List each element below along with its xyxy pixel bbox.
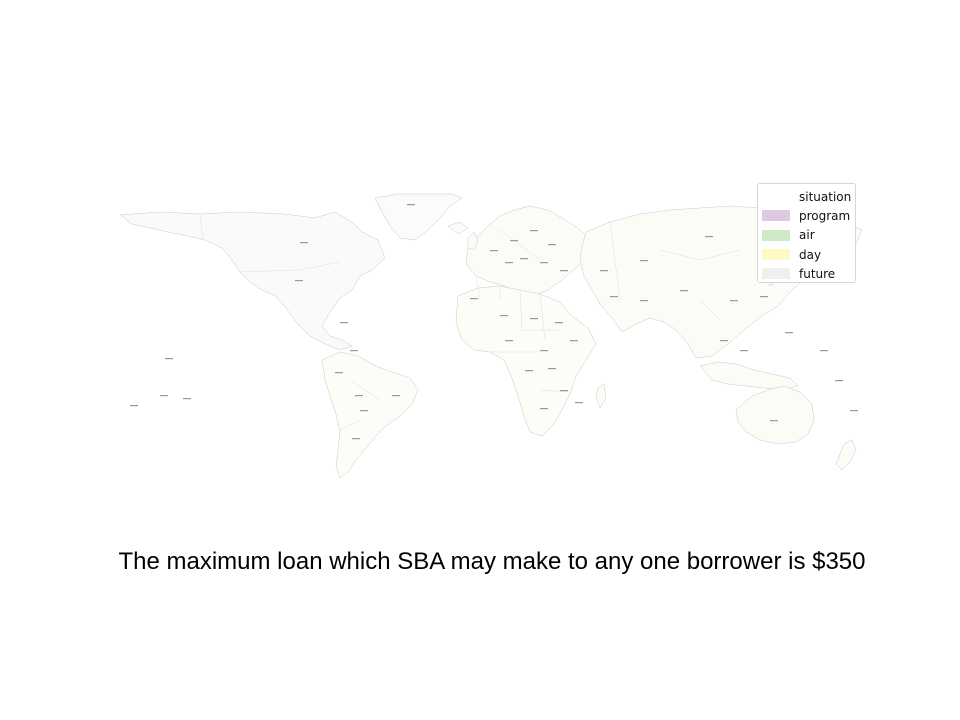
legend-label-situation: situation xyxy=(799,189,852,204)
australia-landmass xyxy=(735,385,815,445)
country-label-mark xyxy=(300,242,308,244)
country-labels xyxy=(130,204,858,440)
legend-label-air: air xyxy=(799,228,815,243)
country-label-mark xyxy=(470,298,478,300)
country-label-mark xyxy=(640,260,648,262)
country-label-mark xyxy=(530,230,538,232)
legend-swatch-future xyxy=(762,268,790,280)
country-border xyxy=(475,275,481,301)
country-border xyxy=(349,379,381,401)
country-label-mark xyxy=(500,315,508,317)
uk-landmass xyxy=(467,231,479,251)
country-label-mark xyxy=(350,350,358,352)
country-label-mark xyxy=(360,410,368,412)
country-label-mark xyxy=(530,318,538,320)
country-border xyxy=(659,249,741,261)
country-label-mark xyxy=(785,332,793,334)
legend-label-day: day xyxy=(799,247,822,262)
africa-landmass xyxy=(455,285,597,437)
country-label-mark xyxy=(407,204,415,206)
country-label-mark xyxy=(548,244,556,246)
country-label-mark xyxy=(540,262,548,264)
country-label-mark xyxy=(392,395,400,397)
country-border xyxy=(519,289,560,331)
country-label-mark xyxy=(610,296,618,298)
legend-entry-air: air xyxy=(762,226,851,245)
country-label-mark xyxy=(548,368,556,370)
country-border xyxy=(199,213,204,241)
legend-swatch-program xyxy=(762,210,790,222)
country-label-mark xyxy=(355,395,363,397)
legend-label-future: future xyxy=(799,266,836,281)
country-border xyxy=(699,299,721,321)
country-label-mark xyxy=(540,350,548,352)
legend-entry-program: program xyxy=(762,206,851,225)
country-label-mark xyxy=(165,358,173,360)
south-america-landmass xyxy=(321,351,419,479)
country-label-mark xyxy=(560,270,568,272)
country-label-mark xyxy=(560,390,568,392)
country-label-mark xyxy=(820,350,828,352)
country-border xyxy=(539,389,571,393)
legend-swatch-day xyxy=(762,249,790,261)
legend-swatch-situation xyxy=(762,191,790,203)
country-label-mark xyxy=(730,300,738,302)
map-legend: situation program air day future xyxy=(757,183,856,283)
country-label-mark xyxy=(835,380,843,382)
legend-swatch-air xyxy=(762,229,790,241)
north-america-landmass xyxy=(119,211,386,351)
country-border xyxy=(609,221,621,301)
country-label-mark xyxy=(760,296,768,298)
country-label-mark xyxy=(720,340,728,342)
country-label-mark xyxy=(770,420,778,422)
country-label-mark xyxy=(520,258,528,260)
iceland-landmass xyxy=(447,221,469,235)
country-label-mark xyxy=(540,408,548,410)
country-label-mark xyxy=(510,240,518,242)
country-border xyxy=(539,293,546,341)
country-label-mark xyxy=(490,250,498,252)
country-label-mark xyxy=(575,402,583,404)
country-label-mark xyxy=(740,350,748,352)
country-label-mark xyxy=(352,438,360,440)
legend-entry-future: future xyxy=(762,264,851,283)
country-label-mark xyxy=(130,405,138,407)
new-zealand-landmass xyxy=(835,439,857,471)
country-label-mark xyxy=(555,322,563,324)
country-label-mark xyxy=(340,322,348,324)
country-border xyxy=(239,261,341,273)
country-label-mark xyxy=(505,340,513,342)
country-label-mark xyxy=(570,340,578,342)
indonesia-landmass xyxy=(699,361,799,391)
madagascar-landmass xyxy=(595,383,607,409)
country-label-mark xyxy=(705,236,713,238)
country-border xyxy=(499,229,541,261)
country-label-mark xyxy=(335,372,343,374)
legend-label-program: program xyxy=(799,208,851,223)
country-label-mark xyxy=(640,300,648,302)
country-label-mark xyxy=(680,290,688,292)
landmasses xyxy=(119,193,863,479)
country-border xyxy=(339,419,361,431)
country-label-mark xyxy=(600,270,608,272)
legend-entry-situation: situation xyxy=(762,187,851,206)
country-label-mark xyxy=(183,398,191,400)
country-label-mark xyxy=(850,410,858,412)
country-label-mark xyxy=(295,280,303,282)
country-label-mark xyxy=(525,370,533,372)
map-caption: The maximum loan which SBA may make to a… xyxy=(118,548,866,575)
country-label-mark xyxy=(160,395,168,397)
country-label-mark xyxy=(505,262,513,264)
legend-entry-day: day xyxy=(762,245,851,264)
greenland-landmass xyxy=(374,193,463,241)
